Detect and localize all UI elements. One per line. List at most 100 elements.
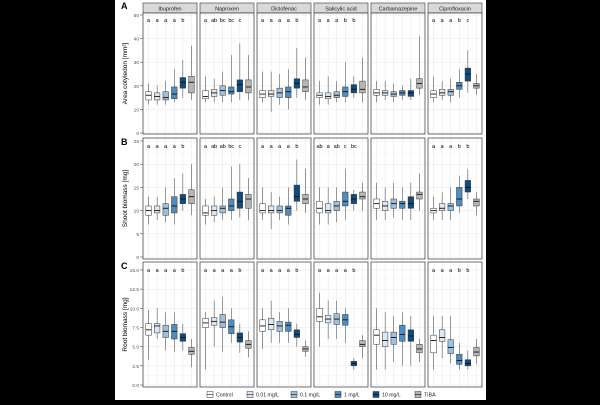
panel-border	[142, 261, 198, 388]
box-0-01-mg-l	[154, 196, 161, 220]
box	[390, 331, 397, 345]
panel-background	[257, 138, 311, 259]
box-0-01-mg-l	[211, 300, 218, 347]
box-0-1-mg-l	[219, 71, 226, 103]
significance-letter: a	[173, 268, 177, 274]
box	[316, 308, 323, 322]
box-control	[316, 293, 323, 347]
box-tiba	[416, 173, 423, 211]
box-10-mg-l	[179, 323, 186, 351]
box-1-mg-l	[456, 342, 463, 370]
panel-border	[370, 12, 426, 135]
box-1-mg-l	[456, 69, 463, 98]
box-0-01-mg-l	[268, 71, 275, 112]
box-control	[259, 308, 266, 349]
box-0-1-mg-l	[333, 300, 340, 339]
box-0-01-mg-l	[325, 187, 332, 225]
facet-label: Naproxen	[215, 7, 239, 13]
significance-letter: b	[352, 268, 355, 274]
box-0-01-mg-l	[211, 78, 218, 103]
box-10-mg-l	[293, 48, 300, 98]
legend: Control 0.01 mg/L 0.1 mg/L 1 mg/L 10 mg/L TIB…	[206, 391, 436, 399]
legend-item: 0.1 mg/L	[290, 391, 320, 399]
box-0-01-mg-l	[325, 300, 332, 339]
legend-label: 0.01 mg/L	[256, 393, 279, 399]
box-10-mg-l	[464, 350, 471, 370]
box	[162, 91, 169, 101]
y-tick-label: 0	[136, 131, 139, 137]
box-10-mg-l	[236, 43, 243, 100]
significance-letter: b	[466, 268, 469, 274]
box-0-01-mg-l	[439, 316, 446, 359]
panel-background	[371, 138, 425, 259]
significance-letter: bc	[228, 144, 234, 150]
significance-letter: b	[181, 144, 184, 150]
box	[285, 321, 292, 332]
significance-letter: b	[466, 144, 469, 150]
significance-letter: a	[335, 268, 339, 274]
box	[236, 191, 243, 209]
panel-background	[314, 138, 368, 259]
significance-letter: a	[327, 144, 331, 150]
significance-letter: b	[458, 18, 461, 24]
significance-letter: a	[441, 18, 445, 24]
significance-letter: a	[204, 18, 208, 24]
panel-border	[256, 137, 312, 260]
panel-C-4	[370, 261, 426, 388]
significance-letter: b	[295, 268, 298, 274]
box-1-mg-l	[285, 69, 292, 110]
box	[268, 205, 275, 214]
box	[245, 79, 252, 94]
panel-background	[257, 13, 311, 134]
panel-B-1: a ab ab bc c	[199, 137, 255, 260]
significance-letter: a	[261, 268, 265, 274]
box-tiba	[188, 45, 195, 100]
significance-letter: c	[238, 144, 241, 150]
boxplot-figure: Ibuprofen Naproxen Diclofenac Salicylic aci…	[121, 1, 483, 399]
box	[293, 184, 300, 202]
box-0-01-mg-l	[211, 196, 218, 223]
box-0-01-mg-l	[154, 308, 161, 339]
box-tiba	[416, 36, 423, 96]
y-tick-label: 7.5	[132, 326, 139, 332]
box-0-1-mg-l	[162, 81, 169, 105]
box	[162, 203, 169, 216]
panel-letter: A	[121, 1, 128, 11]
box	[342, 191, 349, 207]
significance-letter: b	[181, 18, 184, 24]
box	[407, 90, 414, 97]
box-0-01-mg-l	[382, 187, 389, 220]
box-tiba	[416, 339, 423, 362]
significance-letter: a	[156, 144, 160, 150]
box	[333, 91, 340, 98]
box-control	[145, 196, 152, 225]
significance-letter: a	[335, 18, 339, 24]
box-tiba	[302, 340, 309, 357]
box-control	[202, 312, 209, 370]
box-tiba	[302, 57, 309, 100]
box	[447, 203, 454, 211]
box	[259, 203, 266, 214]
y-axis-label: Root biomass [mg]	[122, 297, 129, 351]
box-0-01-mg-l	[439, 192, 446, 220]
box	[416, 191, 423, 200]
panel-border	[313, 12, 369, 135]
box	[285, 86, 292, 98]
significance-letter: a	[432, 144, 436, 150]
significance-letter: ab	[220, 144, 226, 150]
y-tick-label: 15.0	[130, 268, 140, 274]
box-1-mg-l	[228, 166, 235, 220]
box-1-mg-l	[342, 308, 349, 343]
significance-letter: b	[458, 268, 461, 274]
y-tick-label: 5.0	[132, 345, 139, 351]
significance-letter: c	[466, 18, 469, 24]
box-10-mg-l	[293, 323, 300, 347]
significance-letter: a	[156, 268, 160, 274]
panel-border	[256, 261, 312, 388]
y-tick-label: 10	[134, 107, 140, 113]
y-tick-label: 0	[136, 255, 139, 261]
box-tiba	[473, 74, 480, 96]
